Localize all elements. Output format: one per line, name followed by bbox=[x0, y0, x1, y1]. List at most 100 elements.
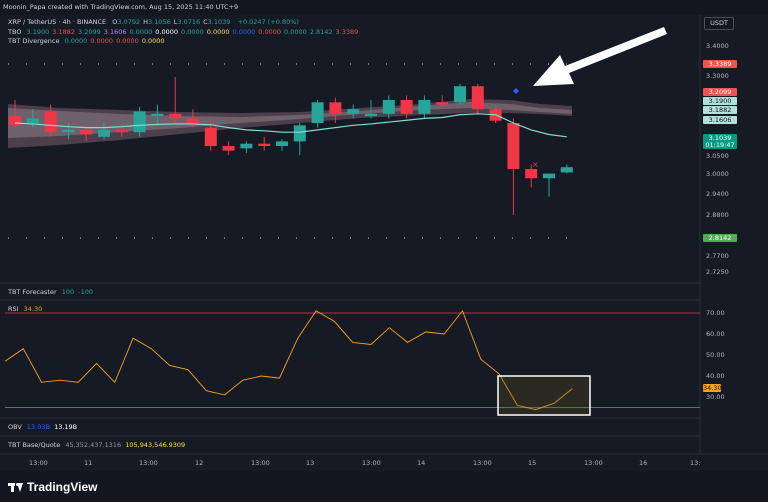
tbo-value: 3.3389 bbox=[335, 28, 359, 36]
tbo-value: 0.0000 bbox=[181, 28, 204, 36]
base-quote-value-1: 45,352,437.1316 bbox=[65, 441, 122, 449]
candles-group bbox=[9, 77, 573, 215]
tbo-value: 0.0000 bbox=[206, 28, 230, 36]
price-tick-label: 2.8800 bbox=[706, 211, 729, 219]
ohlc-key: L bbox=[173, 18, 178, 26]
candle-body bbox=[382, 100, 395, 114]
candle-body bbox=[276, 141, 288, 146]
time-tick-label: 15 bbox=[528, 459, 537, 467]
candle-body bbox=[311, 102, 324, 123]
time-tick-label: 16 bbox=[639, 459, 648, 467]
rsi-value: 34.30 bbox=[23, 305, 43, 313]
tbo-value: 3.2099 bbox=[78, 28, 101, 36]
candle-body bbox=[418, 100, 431, 114]
time-tick-label: 13:00 bbox=[29, 459, 48, 467]
rsi-line bbox=[4, 309, 573, 411]
time-tick-label: 13: bbox=[690, 459, 701, 467]
candle-body bbox=[454, 86, 466, 103]
candle-body bbox=[44, 111, 57, 133]
price-badge: 3.1039 bbox=[703, 134, 737, 142]
tbo-cloud-inner bbox=[8, 102, 572, 138]
rsi-highlight-box bbox=[497, 375, 591, 416]
currency-badge-text: USDT bbox=[710, 19, 728, 27]
annotation-arrow bbox=[533, 27, 667, 86]
price-badge: 3.2099 bbox=[703, 88, 737, 96]
price-badge: 2.8142 bbox=[703, 234, 737, 242]
time-tick-label: 13:00 bbox=[251, 459, 270, 467]
price-badge: 3.1606 bbox=[703, 116, 737, 124]
ohlc-key: H bbox=[143, 18, 148, 26]
legend-tbo-row: TBO 3.1900 3.1882 3.2099 3.1606 0.0000 0.0000… bbox=[8, 28, 358, 37]
candle-body bbox=[204, 127, 217, 146]
price-tick-label: 2.7700 bbox=[706, 252, 729, 260]
currency-badge[interactable]: USDT bbox=[704, 17, 734, 30]
candle-body bbox=[169, 113, 182, 119]
candle-body bbox=[347, 109, 360, 114]
candle-body bbox=[560, 167, 573, 173]
ohlc-value: 3.1039 bbox=[207, 18, 231, 26]
time-tick-label: 14 bbox=[417, 459, 426, 467]
candle-body bbox=[26, 118, 39, 123]
candle-body bbox=[98, 129, 110, 137]
price-tick-label: 3.0500 bbox=[706, 152, 729, 160]
price-tick-label: 3.0000 bbox=[706, 170, 729, 178]
candle-body bbox=[507, 123, 520, 169]
time-tick-label: 13:00 bbox=[362, 459, 381, 467]
cross-marker: × bbox=[532, 160, 539, 169]
rsi-current-badge: 34.30 bbox=[703, 383, 722, 392]
time-tick-label: 11 bbox=[84, 459, 93, 467]
tbo-value: 0.0000 bbox=[258, 28, 282, 36]
candle-body bbox=[400, 100, 413, 114]
rsi-tick-label: 50.00 bbox=[706, 351, 725, 359]
candle-body bbox=[365, 113, 377, 117]
tbo-value: 3.1606 bbox=[103, 28, 127, 36]
time-tick-label: 13 bbox=[306, 459, 315, 467]
tbo-cloud bbox=[8, 99, 572, 148]
price-tick-label: 2.7250 bbox=[706, 268, 729, 276]
divergence-label[interactable]: TBT Divergence bbox=[8, 37, 60, 45]
bottom-bar: TradingView bbox=[0, 471, 768, 502]
tradingview-logo[interactable]: TradingView bbox=[8, 479, 97, 495]
divergence-marker bbox=[513, 88, 519, 94]
ohlc-value: 3.0716 bbox=[177, 18, 201, 26]
candle-body bbox=[9, 116, 21, 126]
obv-value-1: 13.03B bbox=[26, 423, 50, 431]
candle-body bbox=[293, 125, 306, 142]
price-change: +0.0247 (+0.80%) bbox=[237, 18, 299, 26]
price-tick-label: 3.4000 bbox=[706, 42, 729, 50]
forecaster-label[interactable]: TBT Forecaster bbox=[8, 288, 57, 296]
candle-body bbox=[240, 143, 253, 149]
candle-body bbox=[133, 111, 146, 133]
obv-value-2: 13.19B bbox=[54, 423, 78, 431]
candle-body bbox=[115, 129, 128, 133]
base-quote-value-2: 105,943,546.9309 bbox=[125, 441, 186, 449]
ohlc-key: O bbox=[112, 18, 118, 26]
divergence-values: 0.0000 0.0000 0.0000 0.0000 bbox=[62, 37, 165, 45]
time-tick-label: 13:00 bbox=[473, 459, 492, 467]
time-tick-label: 13:00 bbox=[139, 459, 158, 467]
legend-symbol-row: XRP / TetherUS · 4h · BINANCE O3.0792 H3.… bbox=[8, 18, 299, 27]
divergence-value: 0.0000 bbox=[116, 37, 139, 45]
base-quote-legend: TBT Base/Quote 45,352,437.1316 105,943,5… bbox=[8, 441, 185, 450]
symbol-name[interactable]: XRP / TetherUS · 4h · BINANCE bbox=[8, 18, 107, 26]
forecaster-value-down: -100 bbox=[78, 288, 93, 296]
time-tick-label: 13:00 bbox=[584, 459, 603, 467]
rsi-label[interactable]: RSI bbox=[8, 305, 19, 313]
tbo-label[interactable]: TBO bbox=[8, 28, 22, 36]
candle-body bbox=[525, 169, 538, 179]
candle-body bbox=[187, 118, 199, 123]
candle-body bbox=[436, 102, 449, 105]
obv-legend: OBV 13.03B 13.19B bbox=[8, 423, 77, 432]
top-bar: Moonin_Papa created with TradingView.com… bbox=[0, 0, 768, 15]
base-quote-label[interactable]: TBT Base/Quote bbox=[8, 441, 61, 449]
tbo-value: 0.0000 bbox=[284, 28, 307, 36]
obv-label[interactable]: OBV bbox=[8, 423, 22, 431]
forecaster-value-up: 100 bbox=[61, 288, 75, 296]
chart-frame[interactable] bbox=[0, 15, 768, 471]
tbo-value: 0.0000 bbox=[129, 28, 153, 36]
rsi-tick-label: 70.00 bbox=[706, 309, 725, 317]
tbo-fast-line bbox=[14, 113, 567, 138]
divergence-value: 0.0000 bbox=[90, 37, 114, 45]
rsi-tick-label: 60.00 bbox=[706, 330, 725, 338]
